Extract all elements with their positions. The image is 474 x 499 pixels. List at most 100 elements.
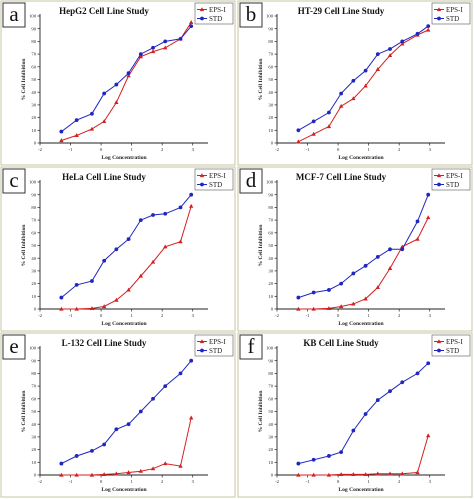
data-point-std (178, 205, 183, 210)
y-tick-label: 20 (31, 281, 36, 286)
data-point-std (375, 52, 380, 56)
data-point-eps-i (363, 296, 368, 301)
data-point-std (74, 118, 79, 123)
data-point-std (114, 427, 119, 432)
chart-title: KB Cell Line Study (303, 338, 379, 348)
data-point-std (388, 247, 392, 252)
legend-marker-eps-i (436, 7, 442, 12)
x-tick-label: 1 (367, 147, 370, 152)
y-tick-label: 10 (31, 294, 36, 299)
x-tick-label: 3 (192, 147, 195, 152)
y-tick-label: 100 (29, 346, 37, 351)
panel-frame (237, 166, 473, 332)
data-point-std (351, 271, 356, 276)
panel-a: a HepG2 Cell Line Study010203040506070809… (0, 0, 236, 166)
panel-letter-box (2, 168, 26, 194)
y-tick-label: 20 (268, 281, 273, 286)
y-tick-label: 50 (268, 409, 273, 414)
panel-letter: c (9, 168, 18, 192)
legend-label-std: STD (209, 15, 222, 23)
y-tick-label: 50 (268, 243, 273, 248)
y-axis-title: % Cell Inhibition (21, 390, 27, 433)
data-point-eps-i (89, 472, 95, 477)
data-point-std (375, 398, 380, 402)
data-point-eps-i (59, 306, 64, 311)
y-tick-label: 10 (268, 460, 273, 465)
data-point-eps-i (163, 45, 168, 50)
y-tick-label: 90 (31, 358, 36, 363)
data-point-eps-i (311, 472, 316, 477)
data-point-std (426, 361, 431, 366)
data-point-eps-i (351, 472, 356, 476)
data-point-eps-i (59, 472, 64, 477)
y-tick-label: 50 (268, 77, 273, 82)
data-point-eps-i (138, 54, 143, 59)
y-tick-label: 90 (268, 358, 273, 363)
x-tick-label: -1 (306, 479, 311, 484)
data-point-eps-i (189, 415, 194, 420)
data-point-eps-i (101, 304, 107, 309)
legend-marker-eps-i (199, 173, 205, 178)
x-tick-label: 2 (398, 313, 401, 318)
data-point-std (59, 129, 64, 134)
data-point-std (296, 295, 301, 300)
data-point-eps-i (189, 20, 194, 24)
data-point-std (59, 295, 64, 300)
y-tick-label: 80 (31, 39, 36, 44)
y-tick-label: 0 (271, 307, 274, 312)
panel-frame (237, 332, 473, 498)
x-tick-label: 2 (398, 147, 401, 152)
x-tick-label: 3 (429, 313, 432, 318)
legend-label-eps-i: EPS-I (209, 6, 226, 14)
x-tick-label: -2 (38, 313, 43, 318)
chart-title: L-132 Cell Line Study (62, 338, 147, 348)
data-point-std (138, 409, 143, 414)
x-tick-label: 1 (130, 479, 133, 484)
data-point-std (189, 192, 194, 197)
data-point-eps-i (138, 273, 143, 278)
legend-label-std: STD (446, 347, 459, 355)
x-tick-label: -1 (69, 313, 74, 318)
x-tick-label: -2 (38, 147, 43, 152)
data-point-eps-i (363, 83, 368, 88)
x-tick-label: 1 (367, 313, 370, 318)
data-point-std (426, 192, 431, 197)
y-tick-label: 0 (34, 473, 37, 478)
y-tick-label: 100 (266, 346, 274, 351)
x-tick-label: 1 (130, 313, 133, 318)
data-point-eps-i (138, 468, 143, 473)
x-tick-label: 0 (100, 313, 103, 318)
data-point-std (126, 71, 131, 76)
y-tick-label: 30 (268, 103, 273, 108)
data-point-eps-i (387, 471, 393, 476)
data-point-eps-i (296, 472, 301, 477)
y-tick-label: 80 (268, 205, 273, 210)
data-point-std (189, 24, 194, 29)
data-point-std (426, 24, 431, 29)
y-tick-label: 100 (29, 14, 37, 19)
data-point-std (327, 288, 331, 292)
legend-label-std: STD (209, 347, 222, 355)
data-point-eps-i (89, 126, 95, 131)
y-tick-label: 0 (34, 307, 37, 312)
legend-marker-eps-i (436, 339, 442, 344)
legend-label-std: STD (446, 181, 459, 189)
data-point-std (102, 442, 107, 447)
data-point-eps-i (387, 53, 393, 57)
data-point-eps-i (126, 470, 131, 475)
data-point-eps-i (114, 471, 119, 476)
y-tick-label: 90 (268, 192, 273, 197)
data-point-std (74, 282, 79, 287)
x-tick-label: 0 (337, 147, 340, 152)
y-tick-label: 80 (268, 371, 273, 376)
data-point-eps-i (178, 463, 183, 468)
data-point-std (126, 237, 131, 242)
y-tick-label: 70 (268, 52, 273, 57)
data-point-eps-i (101, 472, 107, 476)
data-point-eps-i (178, 239, 183, 244)
data-point-eps-i (375, 67, 380, 71)
x-axis-title: Log Concentration (101, 321, 147, 327)
legend-marker-std (200, 16, 204, 21)
y-tick-label: 100 (266, 180, 274, 185)
